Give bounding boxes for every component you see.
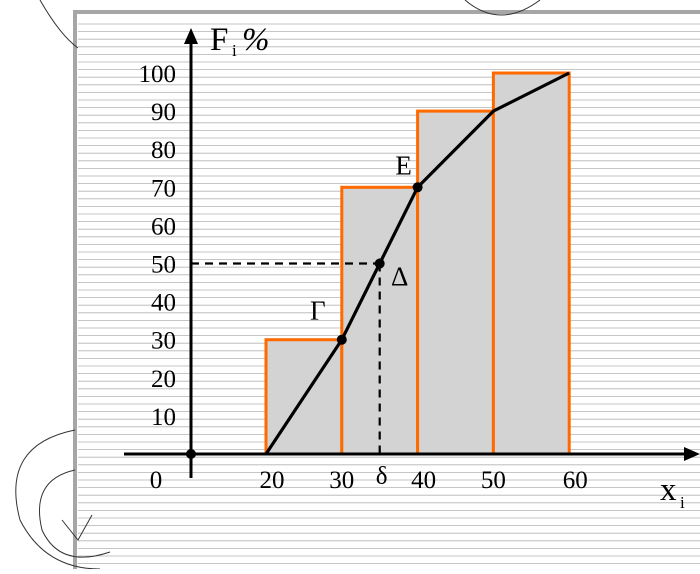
decorative-curve bbox=[464, 0, 541, 16]
x-tick-label: 50 bbox=[481, 467, 506, 494]
y-tick-label: 60 bbox=[151, 213, 176, 240]
y-tick-label: 50 bbox=[151, 252, 176, 279]
marked-point bbox=[412, 182, 423, 193]
y-tick-label: 10 bbox=[151, 404, 176, 431]
y-axis-label-tail: % bbox=[242, 22, 270, 58]
y-axis-arrow bbox=[184, 28, 198, 44]
x-tick-label: 20 bbox=[260, 467, 285, 494]
y-tick-label: 40 bbox=[151, 290, 176, 317]
origin-point bbox=[186, 449, 196, 459]
marked-point bbox=[374, 258, 385, 269]
x-tick-label: 30 bbox=[329, 467, 354, 494]
y-tick-label: 80 bbox=[151, 137, 176, 164]
origin-label: 0 bbox=[150, 467, 163, 494]
decorative-curve bbox=[39, 0, 79, 49]
decorative-curve bbox=[61, 514, 93, 541]
decorative-curve bbox=[15, 429, 101, 570]
y-tick-label: 30 bbox=[151, 328, 176, 355]
point-label: E bbox=[395, 150, 412, 180]
y-tick-label: 70 bbox=[151, 175, 176, 202]
x-axis-label-main: x bbox=[660, 472, 677, 508]
histogram-bar bbox=[491, 71, 571, 456]
x-axis-arrow bbox=[684, 447, 700, 461]
y-axis-label-sub: i bbox=[232, 41, 237, 60]
x-tick-label: 60 bbox=[563, 467, 588, 494]
decorative-curve bbox=[38, 469, 111, 558]
y-tick-label: 20 bbox=[151, 366, 176, 393]
median-x-label: δ bbox=[376, 463, 388, 490]
y-axis-label-main: F bbox=[210, 22, 228, 58]
histogram-bar bbox=[416, 109, 495, 456]
point-label: Γ bbox=[310, 296, 326, 326]
x-axis-label-sub: i bbox=[680, 493, 685, 512]
x-tick-label: 40 bbox=[411, 467, 436, 494]
y-tick-label: 100 bbox=[139, 61, 177, 88]
marked-point bbox=[336, 334, 347, 345]
point-label: Δ bbox=[391, 262, 408, 292]
y-tick-label: 90 bbox=[151, 99, 176, 126]
